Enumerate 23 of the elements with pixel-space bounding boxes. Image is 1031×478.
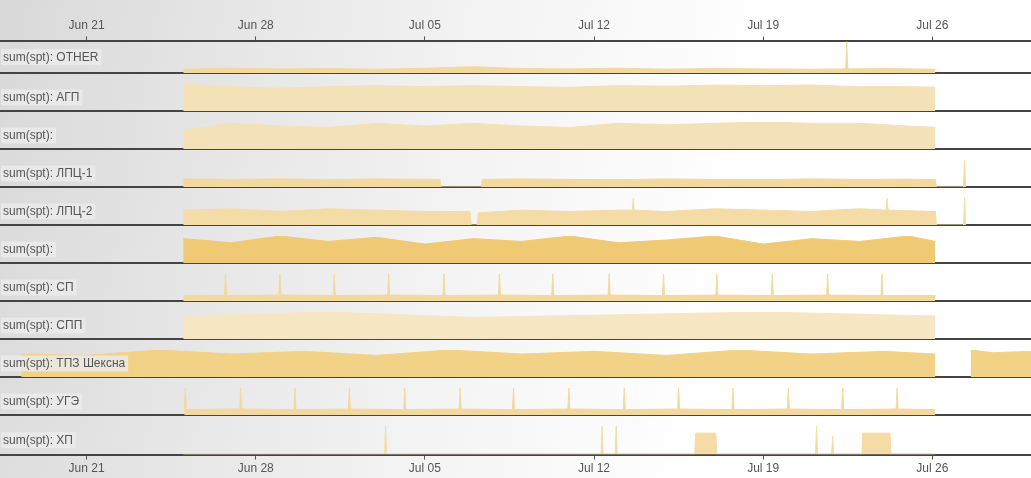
x-tick-label: Jun 21 (68, 461, 105, 476)
x2-tick-label: Jul 26 (916, 17, 949, 32)
text: sum(spt): (3, 127, 54, 142)
text: sum(spt): УГЭ (3, 393, 80, 408)
text: sum(spt): АГП (3, 89, 80, 104)
x2-tick-label: Jul 05 (408, 17, 442, 32)
text: sum(spt): (3, 241, 54, 256)
x2-tick-label: Jul 12 (578, 17, 611, 32)
text: sum(spt): ТПЗ Шексна (3, 355, 126, 370)
text: sum(spt): СП (3, 279, 74, 294)
text: sum(spt): ХП (3, 432, 73, 447)
x-tick-label: Jul 26 (916, 461, 949, 476)
x-tick-label: Jun 28 (237, 461, 275, 476)
x2-tick-label: Jul 19 (747, 17, 780, 32)
text: sum(spt): ЛПЦ-1 (3, 165, 93, 180)
text: sum(spt): СПП (3, 317, 83, 332)
x-tick-label: Jul 12 (578, 461, 611, 476)
text: sum(spt): OTHER (3, 49, 99, 64)
x2-tick-label: Jun 28 (237, 17, 275, 32)
x2-tick-label: Jun 21 (68, 17, 105, 32)
x-tick-label: Jul 05 (408, 461, 442, 476)
x-tick-label: Jul 19 (747, 461, 780, 476)
text: sum(spt): ЛПЦ-2 (3, 203, 93, 218)
